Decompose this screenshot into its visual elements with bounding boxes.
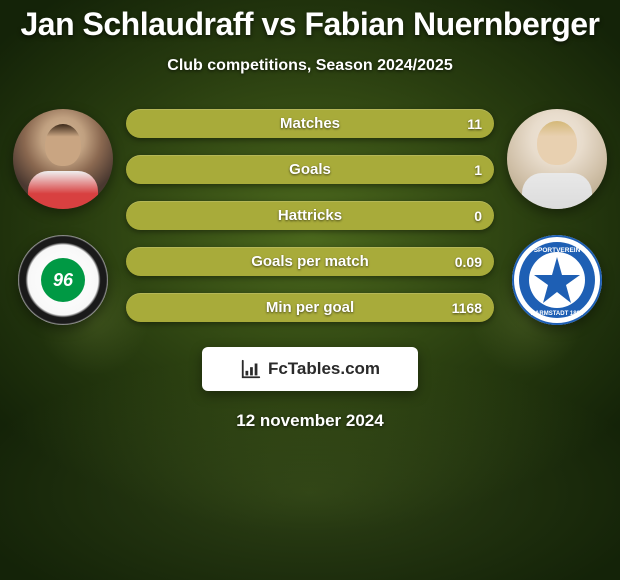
right-side: SPORTVEREIN DARMSTADT 1898	[502, 109, 612, 325]
stat-bar: Hattricks 0	[126, 201, 494, 230]
stat-value-right: 1	[474, 162, 482, 178]
main-row: 96 Matches 11 Goals 1 Hattricks 0 Goals per ma…	[0, 109, 620, 325]
stat-bar: Goals 1	[126, 155, 494, 184]
branding-text: FcTables.com	[268, 359, 380, 379]
svg-text:DARMSTADT 1898: DARMSTADT 1898	[531, 311, 584, 317]
player-photo-right	[507, 109, 607, 209]
stat-value-right: 11	[467, 116, 482, 132]
stat-label: Goals	[289, 161, 331, 178]
date: 12 november 2024	[236, 411, 383, 431]
chart-icon	[240, 358, 262, 380]
stat-label: Hattricks	[278, 207, 342, 224]
stat-bar: Min per goal 1168	[126, 293, 494, 322]
stat-label: Goals per match	[251, 253, 369, 270]
stat-label: Min per goal	[266, 299, 354, 316]
stats-column: Matches 11 Goals 1 Hattricks 0 Goals per match…	[118, 109, 502, 322]
club-badge-left-text: 96	[41, 258, 85, 302]
club-badge-right: SPORTVEREIN DARMSTADT 1898	[512, 235, 602, 325]
branding[interactable]: FcTables.com	[202, 347, 418, 391]
stat-value-right: 0.09	[455, 254, 482, 270]
subtitle: Club competitions, Season 2024/2025	[167, 57, 452, 75]
stat-value-right: 0	[474, 208, 482, 224]
stat-value-right: 1168	[452, 300, 482, 316]
comparison-card: Jan Schlaudraff vs Fabian Nuernberger Cl…	[0, 0, 620, 580]
svg-text:SPORTVEREIN: SPORTVEREIN	[534, 247, 581, 254]
stat-bar: Matches 11	[126, 109, 494, 138]
club-badge-right-svg: SPORTVEREIN DARMSTADT 1898	[512, 235, 602, 325]
stat-label: Matches	[280, 115, 340, 132]
left-side: 96	[8, 109, 118, 325]
stat-bar: Goals per match 0.09	[126, 247, 494, 276]
club-badge-left: 96	[18, 235, 108, 325]
player-photo-left	[13, 109, 113, 209]
page-title: Jan Schlaudraff vs Fabian Nuernberger	[21, 6, 600, 43]
